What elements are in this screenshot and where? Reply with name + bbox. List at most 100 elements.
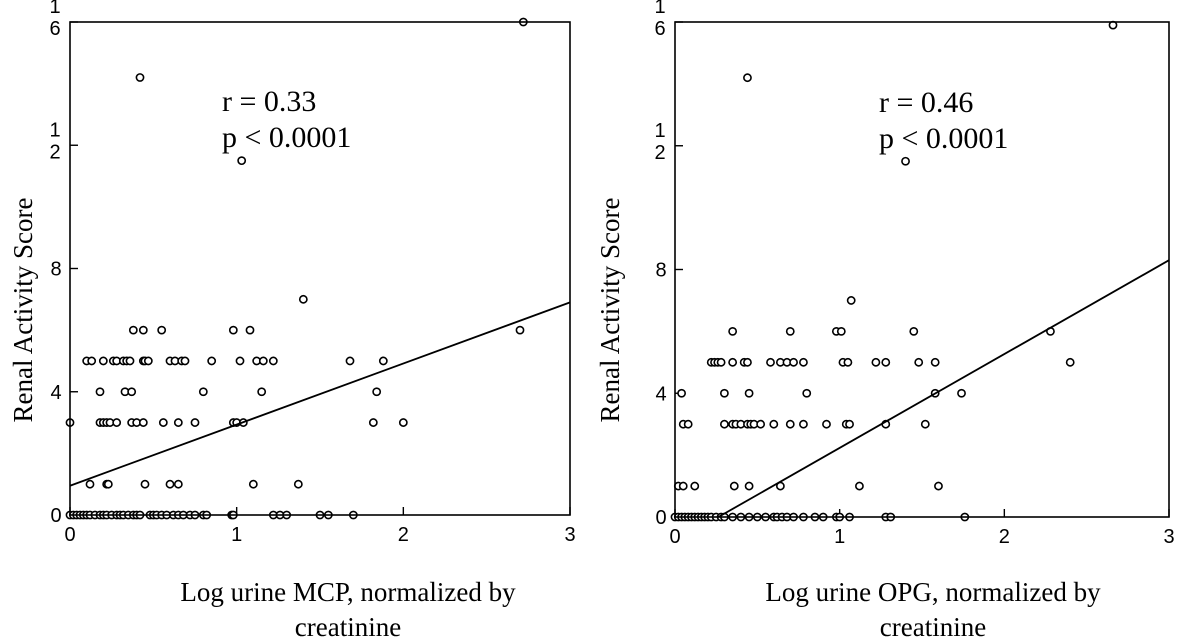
data-point xyxy=(127,387,137,397)
y-tick-label: 8 xyxy=(50,259,61,281)
data-point xyxy=(125,356,135,366)
data-point xyxy=(719,419,729,429)
y-tick-label: 0 xyxy=(50,505,61,527)
data-point xyxy=(173,418,183,427)
data-point xyxy=(235,356,245,366)
correlation-r: r = 0.33 xyxy=(222,85,316,118)
data-point xyxy=(881,357,891,367)
data-point xyxy=(836,326,846,336)
data-point xyxy=(789,357,798,367)
correlation-r: r = 0.46 xyxy=(879,86,973,119)
data-point xyxy=(802,388,812,398)
data-point xyxy=(677,388,686,398)
data-point xyxy=(98,356,108,366)
data-point xyxy=(138,418,148,427)
data-point xyxy=(398,418,408,427)
data-point xyxy=(228,325,238,335)
x-axis-label-line2: creatinine xyxy=(295,612,401,642)
x-tick-label: 1 xyxy=(231,524,242,546)
x-tick-label: 1 xyxy=(834,526,845,548)
data-point xyxy=(198,387,208,397)
data-point xyxy=(690,481,700,491)
regression-line xyxy=(69,301,571,487)
data-point xyxy=(165,479,175,489)
y-tick-labels: 0 4 8 1 2 1 6 xyxy=(654,0,666,529)
y-tick-labels: 0 4 8 1 2 1 6 xyxy=(49,0,61,527)
y-tick-label: 4 xyxy=(655,383,666,405)
data-point xyxy=(135,73,145,82)
data-point xyxy=(378,356,388,366)
x-tick-label: 2 xyxy=(999,526,1010,548)
x-tick-label: 0 xyxy=(64,524,75,546)
regression-line xyxy=(717,259,1170,518)
p-value: p < 0.0001 xyxy=(879,122,1008,155)
data-point xyxy=(138,325,148,335)
x-tick-label: 3 xyxy=(1163,526,1174,548)
y-tick-label: 8 xyxy=(655,260,666,282)
data-point xyxy=(515,325,525,335)
data-point xyxy=(743,357,752,367)
data-point xyxy=(158,418,168,427)
y-ticks xyxy=(70,21,78,516)
data-point xyxy=(756,419,766,429)
y-axis-label: Renal Activity Score xyxy=(595,198,625,423)
data-point xyxy=(678,481,688,491)
data-point xyxy=(785,419,795,429)
data-point xyxy=(930,357,940,367)
data-point xyxy=(855,481,864,491)
data-point xyxy=(298,294,308,304)
data-point xyxy=(871,357,881,367)
x-tick-label: 2 xyxy=(398,524,409,546)
data-point xyxy=(769,419,779,429)
data-point xyxy=(258,356,268,366)
data-point xyxy=(683,419,693,429)
x-axis-label-line1: Log urine MCP, normalized by xyxy=(180,577,516,607)
data-point xyxy=(257,387,267,397)
data-point xyxy=(173,479,183,489)
data-point xyxy=(744,481,754,491)
data-point xyxy=(846,296,856,305)
data-point xyxy=(143,356,153,366)
data-point xyxy=(248,479,258,489)
data-point xyxy=(822,419,831,429)
y-tick-label: 0 xyxy=(655,507,666,529)
y-ticks xyxy=(675,21,683,518)
data-point xyxy=(728,357,738,367)
data-point xyxy=(843,357,853,367)
data-point xyxy=(934,481,943,491)
data-point xyxy=(95,387,105,397)
x-axis-label-line1: Log urine OPG, normalized by xyxy=(765,577,1101,607)
x-axis-label-line2: creatinine xyxy=(880,612,986,642)
p-value: p < 0.0001 xyxy=(222,121,351,154)
data-point xyxy=(719,388,729,398)
data-point xyxy=(920,419,930,429)
data-point xyxy=(237,156,247,166)
y-axis-label: Renal Activity Score xyxy=(8,198,38,423)
x-tick-label: 3 xyxy=(564,524,575,546)
data-point xyxy=(845,419,854,429)
data-point xyxy=(799,357,808,367)
plot-frame xyxy=(69,21,571,516)
y-tick-label: 4 xyxy=(50,382,61,404)
data-point xyxy=(180,356,190,366)
data-point xyxy=(1065,357,1075,367)
data-point xyxy=(293,479,303,489)
data-point xyxy=(268,356,278,366)
data-point xyxy=(190,418,200,427)
data-point xyxy=(103,479,113,489)
data-point xyxy=(87,356,97,366)
data-point xyxy=(140,479,150,489)
data-point xyxy=(743,73,752,83)
data-point xyxy=(914,357,924,367)
data-point xyxy=(716,357,726,367)
data-point xyxy=(728,326,738,336)
data-point xyxy=(157,325,167,335)
x-tick-labels: 0 1 2 3 xyxy=(64,524,575,546)
data-point xyxy=(729,481,739,491)
